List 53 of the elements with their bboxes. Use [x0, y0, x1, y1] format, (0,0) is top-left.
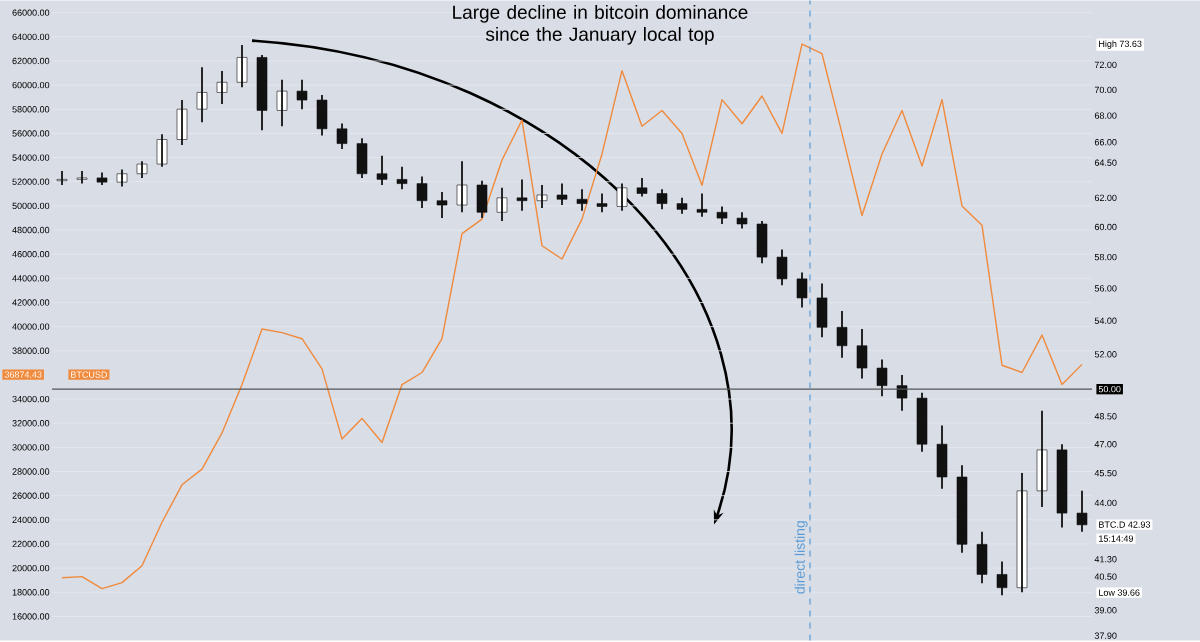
candlestick	[956, 464, 968, 555]
candlestick	[876, 358, 888, 398]
candlestick	[56, 170, 68, 187]
candlestick	[356, 137, 368, 180]
candlestick	[796, 272, 808, 309]
candlestick	[76, 170, 88, 185]
candlestick	[936, 424, 948, 491]
candlestick	[296, 79, 308, 111]
candlestick	[96, 171, 108, 187]
candlestick	[616, 183, 628, 213]
candlestick	[716, 205, 728, 226]
candlestick	[316, 94, 328, 137]
candlestick	[496, 187, 508, 223]
candlestick	[436, 191, 448, 220]
candlestick	[1016, 472, 1028, 594]
candlestick	[856, 328, 868, 380]
candlestick	[236, 44, 248, 89]
candlestick	[1076, 490, 1088, 533]
line-series	[61, 43, 1083, 590]
candlestick	[736, 211, 748, 230]
candlestick	[476, 180, 488, 220]
candlestick	[656, 188, 668, 211]
text: Large decline in bitcoin dominance since the January local top	[453, 5, 748, 46]
candlestick	[376, 155, 388, 187]
candlestick	[676, 197, 688, 216]
candlestick	[776, 249, 788, 287]
candlestick	[156, 133, 168, 169]
candlestick	[136, 160, 148, 180]
candlestick	[916, 392, 928, 454]
candlestick	[536, 184, 548, 210]
candlestick	[176, 99, 188, 147]
candlestick	[336, 123, 348, 151]
candlestick	[816, 283, 828, 339]
candlestick	[456, 160, 468, 214]
candlestick	[116, 169, 128, 188]
candlestick	[516, 178, 528, 213]
candlestick	[756, 220, 768, 265]
candlestick	[596, 193, 608, 214]
candlestick	[1036, 410, 1048, 509]
candlestick	[576, 188, 588, 213]
candlestick	[256, 54, 268, 132]
candlestick	[276, 79, 288, 128]
candlestick	[1056, 443, 1068, 529]
candlestick	[636, 177, 648, 198]
candlestick	[976, 531, 988, 585]
candlestick	[416, 176, 428, 210]
candlestick	[696, 193, 708, 218]
candlestick	[396, 166, 408, 191]
candlestick	[836, 310, 848, 359]
candlestick	[996, 560, 1008, 597]
candlestick	[216, 70, 228, 106]
candlestick	[196, 66, 208, 124]
candlestick	[556, 183, 568, 207]
